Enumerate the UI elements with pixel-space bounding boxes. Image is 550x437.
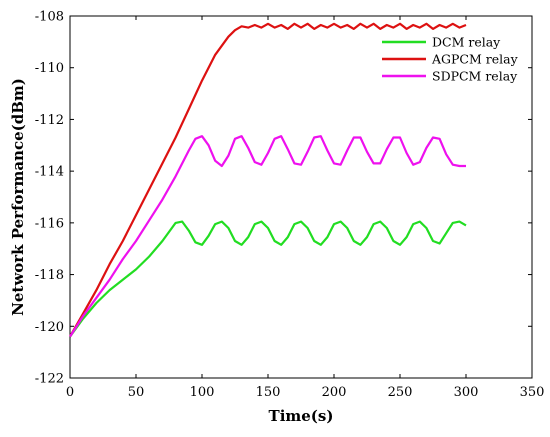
y-tick-label: -110 (35, 61, 64, 76)
x-tick-label: 0 (66, 385, 74, 400)
series-lines (69, 22, 467, 338)
legend-label-1: DCM relay (432, 35, 501, 50)
y-tick-label: -118 (35, 268, 64, 283)
y-tick-label: -114 (35, 165, 64, 180)
legend-label-3: SDPCM relay (432, 69, 518, 84)
x-tick-label: 150 (256, 385, 281, 400)
x-axis-label: Time(s) (269, 407, 334, 425)
series-line-2 (69, 22, 467, 338)
x-tick-label: 250 (388, 385, 413, 400)
y-axis-label: Network Performance(dBm) (9, 78, 27, 316)
y-tick-label: -108 (35, 10, 64, 25)
legend: DCM relay AGPCM relay SDPCM relay (382, 35, 519, 84)
y-tick-label: -112 (35, 113, 64, 128)
x-tick-label: 300 (454, 385, 479, 400)
series-line-1 (69, 220, 467, 338)
plot-area-frame (69, 15, 533, 379)
x-tick-label: 100 (190, 385, 215, 400)
x-tick-label: 200 (322, 385, 347, 400)
y-tick-label: -120 (35, 320, 64, 335)
series-line-3 (69, 135, 466, 338)
x-tick-label: 50 (128, 385, 145, 400)
y-tick-label: -122 (35, 372, 64, 387)
y-tick-label: -116 (35, 216, 64, 231)
legend-label-2: AGPCM relay (431, 52, 519, 67)
axis-ticks: 0 50 100 150 200 250 300 350 -122 -120 -118 -116 -11… (35, 10, 545, 401)
x-tick-label: 350 (520, 385, 545, 400)
